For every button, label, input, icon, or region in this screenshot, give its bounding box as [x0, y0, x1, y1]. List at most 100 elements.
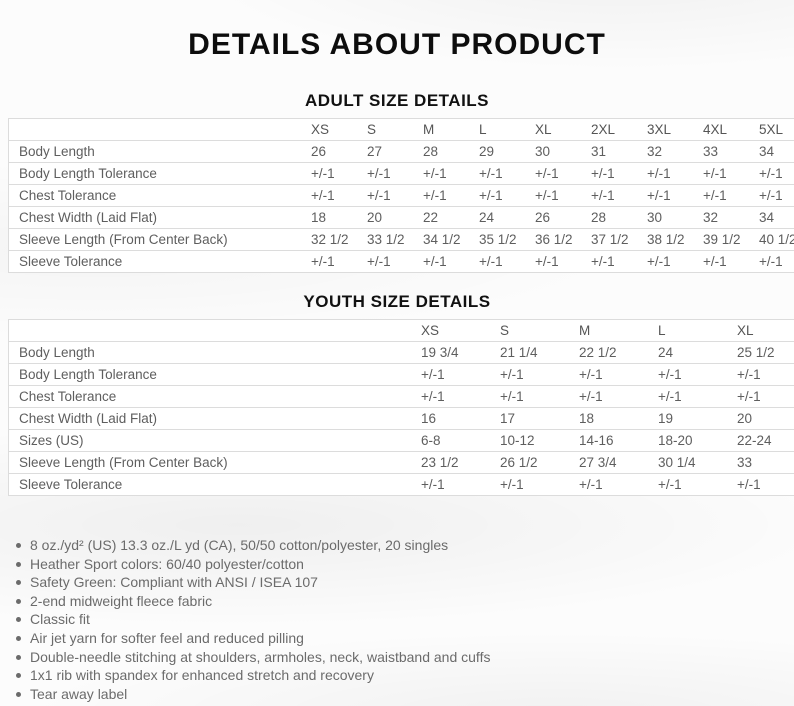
size-value-cell: +/-1	[759, 250, 794, 273]
size-value-cell: 34 1/2	[423, 228, 479, 251]
size-table-row: Body Length Tolerance +/-1 +/-1 +/-1 +/-1 +/-…	[8, 162, 794, 185]
size-table-row: Body Length 19 3/4 21 1/4 22 1/2 24 25 1/2	[8, 341, 794, 364]
column-header-l: L	[479, 118, 535, 141]
size-table-row: Chest Width (Laid Flat) 16 17 18 19 20	[8, 407, 794, 430]
size-value-cell: 16	[421, 407, 500, 430]
size-table-row: Sleeve Length (From Center Back) 23 1/2 26…	[8, 451, 794, 474]
column-header-5xl: 5XL	[759, 118, 794, 141]
row-label: Body Length Tolerance	[8, 162, 311, 185]
header-spacer-cell	[8, 118, 311, 141]
size-value-cell: +/-1	[658, 363, 737, 386]
row-label: Sleeve Tolerance	[8, 250, 311, 273]
size-value-cell: 32	[647, 140, 703, 163]
size-value-cell: +/-1	[658, 473, 737, 496]
size-value-cell: +/-1	[367, 162, 423, 185]
feature-list-item: Air jet yarn for softer feel and reduced…	[16, 629, 794, 648]
size-value-cell: +/-1	[421, 385, 500, 408]
product-feature-list: 8 oz./yd² (US) 13.3 oz./L yd (CA), 50/50…	[0, 536, 794, 703]
size-value-cell: +/-1	[423, 184, 479, 207]
size-value-cell: 22	[423, 206, 479, 229]
size-value-cell: 30	[647, 206, 703, 229]
row-label: Sleeve Length (From Center Back)	[8, 228, 311, 251]
size-value-cell: +/-1	[591, 184, 647, 207]
size-value-cell: 37 1/2	[591, 228, 647, 251]
size-value-cell: 18-20	[658, 429, 737, 452]
feature-list-item: 2-end midweight fleece fabric	[16, 592, 794, 611]
row-label: Body Length	[8, 341, 421, 364]
size-value-cell: 22 1/2	[579, 341, 658, 364]
size-value-cell: 6-8	[421, 429, 500, 452]
row-label: Sleeve Tolerance	[8, 473, 421, 496]
size-table-row: Body Length Tolerance +/-1 +/-1 +/-1 +/-1 +/-…	[8, 363, 794, 386]
size-value-cell: 27	[367, 140, 423, 163]
size-value-cell: +/-1	[500, 385, 579, 408]
row-label: Chest Width (Laid Flat)	[8, 206, 311, 229]
size-value-cell: 19 3/4	[421, 341, 500, 364]
size-value-cell: +/-1	[423, 250, 479, 273]
size-value-cell: 19	[658, 407, 737, 430]
size-value-cell: +/-1	[647, 250, 703, 273]
size-value-cell: 24	[658, 341, 737, 364]
size-value-cell: 20	[737, 407, 794, 430]
size-value-cell: 33	[703, 140, 759, 163]
size-value-cell: 23 1/2	[421, 451, 500, 474]
row-label: Chest Width (Laid Flat)	[8, 407, 421, 430]
size-value-cell: +/-1	[759, 184, 794, 207]
size-value-cell: 36 1/2	[535, 228, 591, 251]
youth-size-table: XS S M L XL Body Length 19 3/4 21 1/4 22 1/2 24 25…	[8, 319, 794, 496]
feature-list-item: Tear away label	[16, 685, 794, 704]
column-header-xs: XS	[421, 319, 500, 342]
header-spacer-cell	[8, 319, 421, 342]
size-value-cell: 22-24	[737, 429, 794, 452]
size-value-cell: +/-1	[737, 473, 794, 496]
size-value-cell: +/-1	[737, 363, 794, 386]
size-value-cell: +/-1	[535, 162, 591, 185]
size-value-cell: 18	[579, 407, 658, 430]
size-value-cell: 32 1/2	[311, 228, 367, 251]
row-label: Body Length Tolerance	[8, 363, 421, 386]
size-value-cell: 27 3/4	[579, 451, 658, 474]
size-value-cell: +/-1	[737, 385, 794, 408]
size-value-cell: +/-1	[311, 184, 367, 207]
size-value-cell: 39 1/2	[703, 228, 759, 251]
size-value-cell: 26	[535, 206, 591, 229]
column-header-s: S	[500, 319, 579, 342]
feature-list-item: Safety Green: Compliant with ANSI / ISEA…	[16, 573, 794, 592]
feature-list-item: Double-needle stitching at shoulders, ar…	[16, 648, 794, 667]
size-value-cell: +/-1	[500, 473, 579, 496]
size-value-cell: 38 1/2	[647, 228, 703, 251]
feature-list-item: Classic fit	[16, 610, 794, 629]
size-value-cell: +/-1	[535, 184, 591, 207]
size-table-row: Sleeve Tolerance +/-1 +/-1 +/-1 +/-1 +/-1	[8, 473, 794, 496]
column-header-xl: XL	[535, 118, 591, 141]
youth-size-details-heading: YOUTH SIZE DETAILS	[303, 292, 491, 311]
column-header-m: M	[579, 319, 658, 342]
size-value-cell: +/-1	[579, 473, 658, 496]
size-value-cell: 24	[479, 206, 535, 229]
size-header-row: XS S M L XL	[8, 319, 794, 342]
size-table-row: Chest Width (Laid Flat) 18 20 22 24 26 28 30 32 3…	[8, 206, 794, 229]
size-value-cell: +/-1	[367, 184, 423, 207]
size-value-cell: +/-1	[479, 250, 535, 273]
size-value-cell: +/-1	[759, 162, 794, 185]
size-value-cell: 31	[591, 140, 647, 163]
size-value-cell: 34	[759, 140, 794, 163]
size-value-cell: +/-1	[500, 363, 579, 386]
size-value-cell: 33 1/2	[367, 228, 423, 251]
size-value-cell: +/-1	[647, 162, 703, 185]
size-table-row: Chest Tolerance +/-1 +/-1 +/-1 +/-1 +/-1 +/-1 +…	[8, 184, 794, 207]
size-header-row: XS S M L XL 2XL 3XL 4XL 5XL	[8, 118, 794, 141]
column-header-s: S	[367, 118, 423, 141]
size-table-row: Sleeve Length (From Center Back) 32 1/2 33…	[8, 228, 794, 251]
size-value-cell: +/-1	[647, 184, 703, 207]
size-value-cell: +/-1	[311, 250, 367, 273]
column-header-xs: XS	[311, 118, 367, 141]
size-value-cell: 30	[535, 140, 591, 163]
column-header-xl: XL	[737, 319, 794, 342]
size-value-cell: +/-1	[423, 162, 479, 185]
size-value-cell: 17	[500, 407, 579, 430]
size-value-cell: 32	[703, 206, 759, 229]
size-value-cell: +/-1	[421, 473, 500, 496]
size-value-cell: 25 1/2	[737, 341, 794, 364]
size-value-cell: 28	[591, 206, 647, 229]
